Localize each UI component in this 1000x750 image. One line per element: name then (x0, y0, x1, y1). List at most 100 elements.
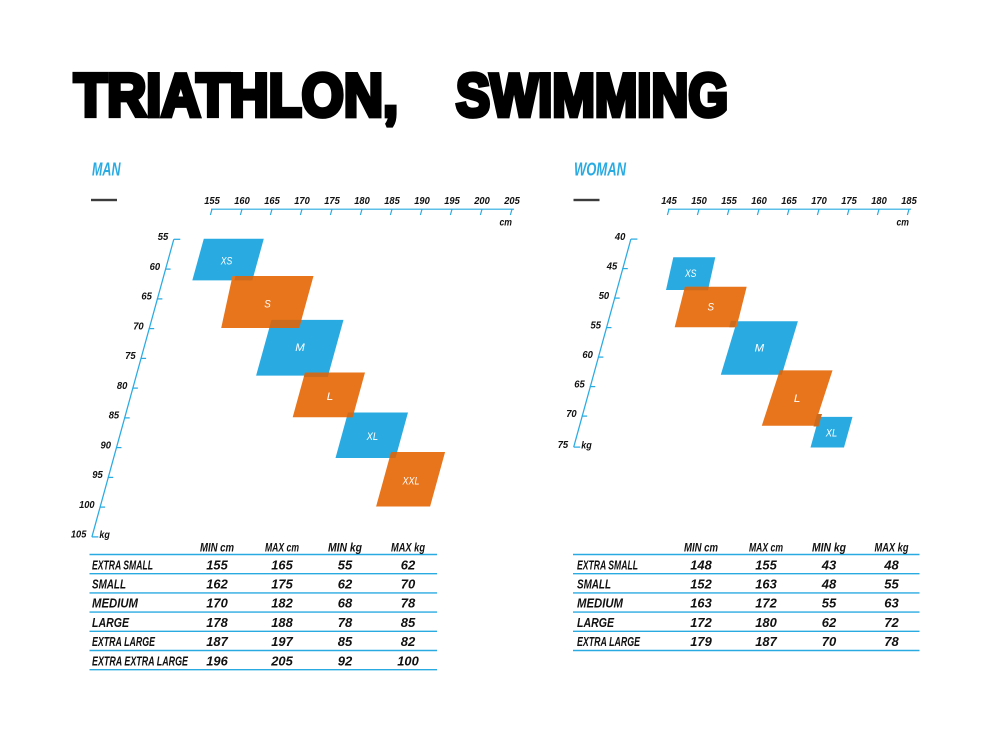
svg-text:205: 205 (503, 195, 520, 207)
svg-text:XXL: XXL (402, 476, 420, 488)
svg-text:cm: cm (897, 217, 910, 229)
svg-text:EXTRA LARGE: EXTRA LARGE (92, 634, 155, 649)
svg-text:MAX cm: MAX cm (265, 540, 299, 554)
svg-text:187: 187 (755, 634, 777, 649)
svg-text:S: S (707, 302, 714, 314)
svg-text:185: 185 (384, 195, 400, 207)
svg-text:55: 55 (884, 577, 899, 592)
svg-text:40: 40 (614, 231, 626, 243)
svg-text:EXTRA SMALL: EXTRA SMALL (92, 557, 153, 572)
svg-text:SWIMMING: SWIMMING (456, 61, 728, 129)
svg-text:63: 63 (884, 596, 899, 611)
svg-text:155: 155 (204, 195, 220, 207)
svg-text:60: 60 (150, 261, 161, 273)
svg-text:75: 75 (125, 350, 136, 362)
svg-text:55: 55 (158, 231, 169, 243)
svg-text:152: 152 (690, 577, 712, 592)
svg-text:L: L (327, 391, 334, 403)
svg-text:LARGE: LARGE (92, 615, 129, 630)
svg-text:170: 170 (811, 195, 827, 207)
svg-text:MAX kg: MAX kg (875, 540, 909, 554)
svg-text:105: 105 (71, 529, 87, 541)
svg-text:165: 165 (264, 195, 280, 207)
svg-text:LARGE: LARGE (577, 615, 614, 630)
svg-text:85: 85 (109, 410, 120, 422)
svg-text:95: 95 (92, 469, 103, 481)
svg-text:163: 163 (755, 577, 777, 592)
svg-text:M: M (295, 342, 305, 354)
svg-text:MEDIUM: MEDIUM (577, 596, 624, 611)
svg-text:175: 175 (271, 577, 293, 592)
svg-text:55: 55 (822, 596, 837, 611)
svg-text:200: 200 (473, 195, 490, 207)
svg-text:45: 45 (606, 260, 618, 272)
svg-text:165: 165 (271, 557, 293, 572)
svg-text:MIN cm: MIN cm (200, 540, 234, 554)
svg-text:MEDIUM: MEDIUM (92, 596, 139, 611)
svg-text:170: 170 (206, 596, 228, 611)
svg-text:WOMAN: WOMAN (574, 160, 627, 180)
svg-text:165: 165 (781, 195, 797, 207)
svg-text:90: 90 (101, 439, 112, 451)
svg-text:55: 55 (591, 319, 602, 331)
svg-text:78: 78 (338, 615, 353, 630)
svg-text:155: 155 (206, 557, 228, 572)
svg-text:82: 82 (401, 634, 416, 649)
svg-text:XS: XS (684, 268, 697, 280)
svg-text:172: 172 (755, 596, 777, 611)
svg-text:65: 65 (574, 378, 585, 390)
svg-text:100: 100 (79, 499, 95, 511)
svg-text:MIN cm: MIN cm (684, 540, 718, 554)
svg-text:EXTRA LARGE: EXTRA LARGE (577, 634, 640, 649)
svg-text:197: 197 (271, 634, 293, 649)
svg-text:145: 145 (661, 195, 677, 207)
svg-text:155: 155 (755, 557, 777, 572)
svg-text:195: 195 (444, 195, 460, 207)
svg-text:75: 75 (558, 439, 569, 451)
svg-text:kg: kg (581, 440, 592, 452)
svg-text:72: 72 (884, 615, 899, 630)
svg-text:100: 100 (397, 653, 419, 668)
svg-text:kg: kg (99, 529, 110, 541)
svg-text:MAN: MAN (92, 160, 121, 180)
svg-text:MAX kg: MAX kg (391, 540, 425, 554)
svg-text:205: 205 (270, 653, 293, 668)
svg-text:78: 78 (401, 596, 416, 611)
svg-text:187: 187 (206, 634, 228, 649)
svg-text:180: 180 (755, 615, 777, 630)
svg-text:148: 148 (690, 557, 712, 572)
svg-text:XL: XL (825, 428, 837, 440)
svg-text:190: 190 (414, 195, 430, 207)
svg-text:178: 178 (206, 615, 228, 630)
svg-text:196: 196 (206, 653, 228, 668)
svg-text:TRIATHLON,: TRIATHLON, (74, 61, 398, 129)
svg-text:62: 62 (401, 557, 416, 572)
svg-text:MIN kg: MIN kg (328, 540, 362, 554)
svg-text:175: 175 (841, 195, 857, 207)
svg-text:EXTRA SMALL: EXTRA SMALL (577, 557, 638, 572)
svg-text:68: 68 (338, 596, 353, 611)
svg-text:80: 80 (117, 380, 128, 392)
svg-text:172: 172 (690, 615, 712, 630)
svg-text:85: 85 (338, 634, 353, 649)
svg-text:M: M (755, 343, 765, 355)
svg-text:188: 188 (271, 615, 293, 630)
svg-text:48: 48 (821, 577, 837, 592)
svg-text:SMALL: SMALL (577, 577, 611, 592)
svg-text:62: 62 (338, 577, 353, 592)
svg-text:180: 180 (871, 195, 887, 207)
svg-text:MAX cm: MAX cm (749, 540, 783, 554)
svg-text:65: 65 (141, 291, 152, 303)
svg-text:182: 182 (271, 596, 293, 611)
svg-text:XS: XS (220, 256, 233, 268)
svg-text:62: 62 (822, 615, 837, 630)
svg-text:150: 150 (691, 195, 707, 207)
svg-text:MIN kg: MIN kg (812, 540, 846, 554)
svg-text:60: 60 (582, 349, 593, 361)
svg-text:160: 160 (751, 195, 767, 207)
svg-text:160: 160 (234, 195, 250, 207)
svg-text:163: 163 (690, 596, 712, 611)
svg-text:78: 78 (884, 634, 899, 649)
svg-text:179: 179 (690, 634, 712, 649)
svg-text:185: 185 (901, 195, 917, 207)
